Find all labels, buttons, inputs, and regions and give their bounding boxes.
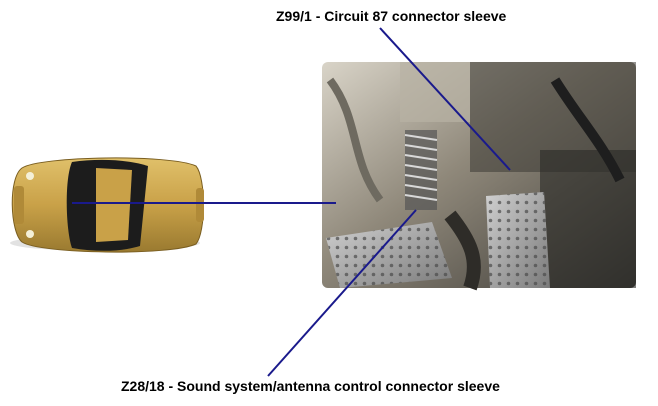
callout-label-z28-18: Z28/18 - Sound system/antenna control co… (121, 378, 500, 394)
bottom-callout-leader-line (267, 209, 417, 377)
brake-pedal (326, 222, 452, 288)
accelerator-pedal (486, 192, 550, 288)
car-top-view-icon (10, 157, 204, 253)
leader-lines (72, 27, 511, 377)
callout-label-z99-1: Z99/1 - Circuit 87 connector sleeve (276, 8, 507, 24)
steering-column-spring (404, 130, 438, 210)
footwell-photo (322, 62, 636, 291)
top-callout-leader-line (379, 27, 511, 171)
